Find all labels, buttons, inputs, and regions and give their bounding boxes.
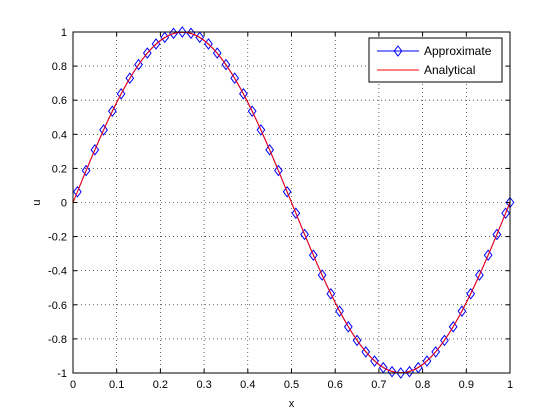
legend: Approximate Analytical — [368, 37, 503, 83]
x-tick-label: 0.6 — [328, 379, 343, 391]
data-point — [72, 185, 82, 198]
data-point — [431, 346, 441, 358]
data-point — [125, 72, 135, 85]
series-analytical — [72, 31, 511, 374]
data-point — [308, 249, 318, 262]
data-point — [142, 47, 152, 59]
data-point — [230, 72, 240, 85]
data-point — [221, 58, 231, 71]
data-point — [116, 87, 126, 100]
data-point — [326, 288, 336, 300]
data-point — [256, 124, 266, 136]
x-tick-label: 0.8 — [415, 379, 430, 391]
y-tick-label: 0.8 — [52, 61, 67, 73]
legend-marker-approximate — [393, 45, 403, 57]
legend-box — [368, 37, 503, 83]
data-point — [475, 269, 484, 281]
data-point — [212, 47, 222, 59]
y-tick-label: 0.6 — [52, 95, 67, 107]
data-point — [387, 365, 397, 378]
data-point — [405, 365, 414, 378]
data-point — [343, 320, 353, 333]
data-point — [134, 58, 143, 71]
legend-label-approximate: Approximate — [424, 44, 492, 58]
data-point — [361, 346, 371, 358]
x-tick-label: 1 — [507, 379, 513, 391]
y-tick-label: 0 — [61, 198, 67, 210]
data-point — [274, 164, 283, 177]
x-tick-label: 0.7 — [371, 379, 386, 391]
y-axis-label: u — [31, 199, 43, 205]
x-tick-label: 0.1 — [109, 379, 124, 391]
data-point — [81, 164, 91, 177]
data-point — [239, 87, 248, 100]
data-point — [492, 228, 502, 241]
data-point — [247, 105, 257, 117]
x-axis-label: x — [289, 398, 295, 410]
data-point — [107, 105, 117, 117]
data-point — [300, 228, 309, 241]
ticks — [72, 31, 511, 374]
data-point — [501, 207, 511, 220]
y-tick-label: -0.2 — [48, 232, 67, 244]
tick-labels: 0 0.1 0.2 0.3 0.4 0.5 0.6 0.7 0.8 0.9 1 -1 -0.8 -0.6 -… — [48, 27, 513, 391]
y-tick-label: -0.4 — [48, 266, 67, 278]
y-tick-label: 1 — [61, 27, 67, 39]
x-tick-label: 0.4 — [240, 379, 255, 391]
legend-label-analytical: Analytical — [424, 63, 475, 77]
data-point — [282, 185, 292, 198]
data-point — [422, 355, 432, 367]
y-tick-label: 0.2 — [52, 163, 67, 175]
data-point — [352, 334, 362, 347]
data-point — [291, 207, 301, 220]
y-tick-label: 0.4 — [52, 129, 67, 141]
series-layer — [72, 26, 515, 379]
data-point — [90, 143, 100, 156]
data-point — [396, 367, 406, 379]
data-point — [335, 305, 344, 318]
x-tick-label: 0.9 — [459, 379, 474, 391]
x-tick-label: 0 — [70, 379, 76, 391]
grid — [73, 32, 510, 373]
data-point — [370, 355, 379, 367]
data-point — [448, 320, 458, 333]
data-point — [99, 124, 108, 136]
data-point — [483, 249, 493, 262]
data-point — [265, 143, 275, 156]
x-tick-label: 0.2 — [153, 379, 168, 391]
data-point — [466, 288, 476, 300]
series-line-analytical — [72, 31, 511, 374]
x-tick-label: 0.3 — [196, 379, 211, 391]
y-tick-label: -1 — [57, 368, 67, 380]
data-point — [457, 305, 467, 318]
y-tick-label: -0.6 — [48, 300, 67, 312]
x-tick-label: 0.5 — [284, 379, 299, 391]
data-point — [317, 269, 327, 281]
data-point — [177, 26, 187, 38]
data-point — [440, 334, 449, 347]
y-tick-label: -0.8 — [48, 334, 67, 346]
